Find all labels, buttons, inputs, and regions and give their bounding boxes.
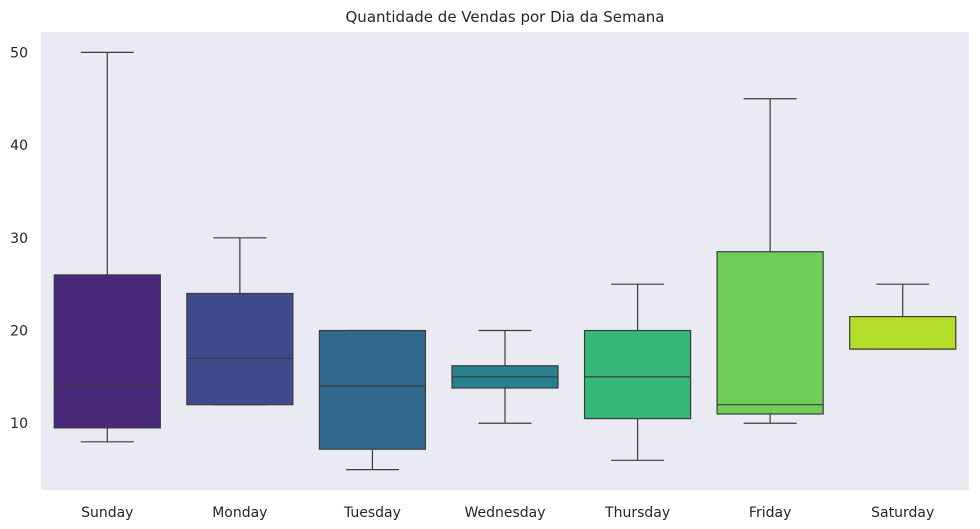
box-iqr — [318, 329, 427, 450]
box-thursday — [583, 283, 692, 461]
chart-title: Quantidade de Vendas por Dia da Semana — [346, 8, 665, 26]
box-sunday — [53, 51, 161, 443]
x-tick-label: Sunday — [81, 505, 133, 521]
box-saturday — [849, 283, 957, 350]
box-iqr — [583, 329, 692, 420]
x-tick-label: Friday — [749, 505, 791, 521]
box-iqr — [53, 274, 161, 429]
x-tick-label: Thursday — [604, 505, 670, 521]
box-iqr — [849, 316, 957, 350]
y-tick-label: 30 — [10, 231, 28, 247]
x-tick-label: Tuesday — [343, 505, 401, 521]
x-tick-label: Wednesday — [464, 505, 545, 521]
box-monday — [186, 237, 294, 406]
box-iqr — [716, 251, 824, 415]
box-wednesday — [451, 329, 559, 424]
y-tick-label: 10 — [10, 416, 28, 432]
x-axis-ticks: Sunday Monday Tuesday Wednesday Thursday Frid… — [81, 505, 934, 521]
y-axis-ticks: 10 20 30 40 50 — [10, 45, 28, 432]
y-tick-label: 20 — [10, 324, 28, 340]
x-tick-label: Saturday — [871, 505, 934, 521]
box-iqr — [186, 292, 294, 406]
y-tick-label: 40 — [10, 138, 28, 154]
x-tick-label: Monday — [212, 505, 267, 521]
boxes-group — [53, 51, 957, 471]
box-friday — [716, 98, 824, 424]
box-tuesday — [318, 329, 427, 471]
y-tick-label: 50 — [10, 45, 28, 61]
